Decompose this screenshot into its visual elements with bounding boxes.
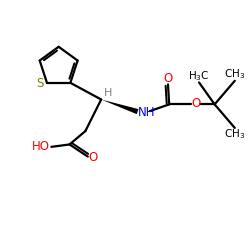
- Text: HO: HO: [32, 140, 50, 153]
- Polygon shape: [101, 100, 138, 114]
- Text: O: O: [88, 150, 98, 164]
- Text: NH: NH: [138, 106, 156, 118]
- Text: O: O: [163, 72, 172, 85]
- Text: CH$_3$: CH$_3$: [224, 67, 246, 81]
- Text: H: H: [104, 88, 112, 98]
- Text: CH$_3$: CH$_3$: [224, 128, 246, 141]
- Text: O: O: [192, 97, 201, 110]
- Text: H$_3$C: H$_3$C: [188, 69, 209, 82]
- Text: S: S: [37, 77, 44, 90]
